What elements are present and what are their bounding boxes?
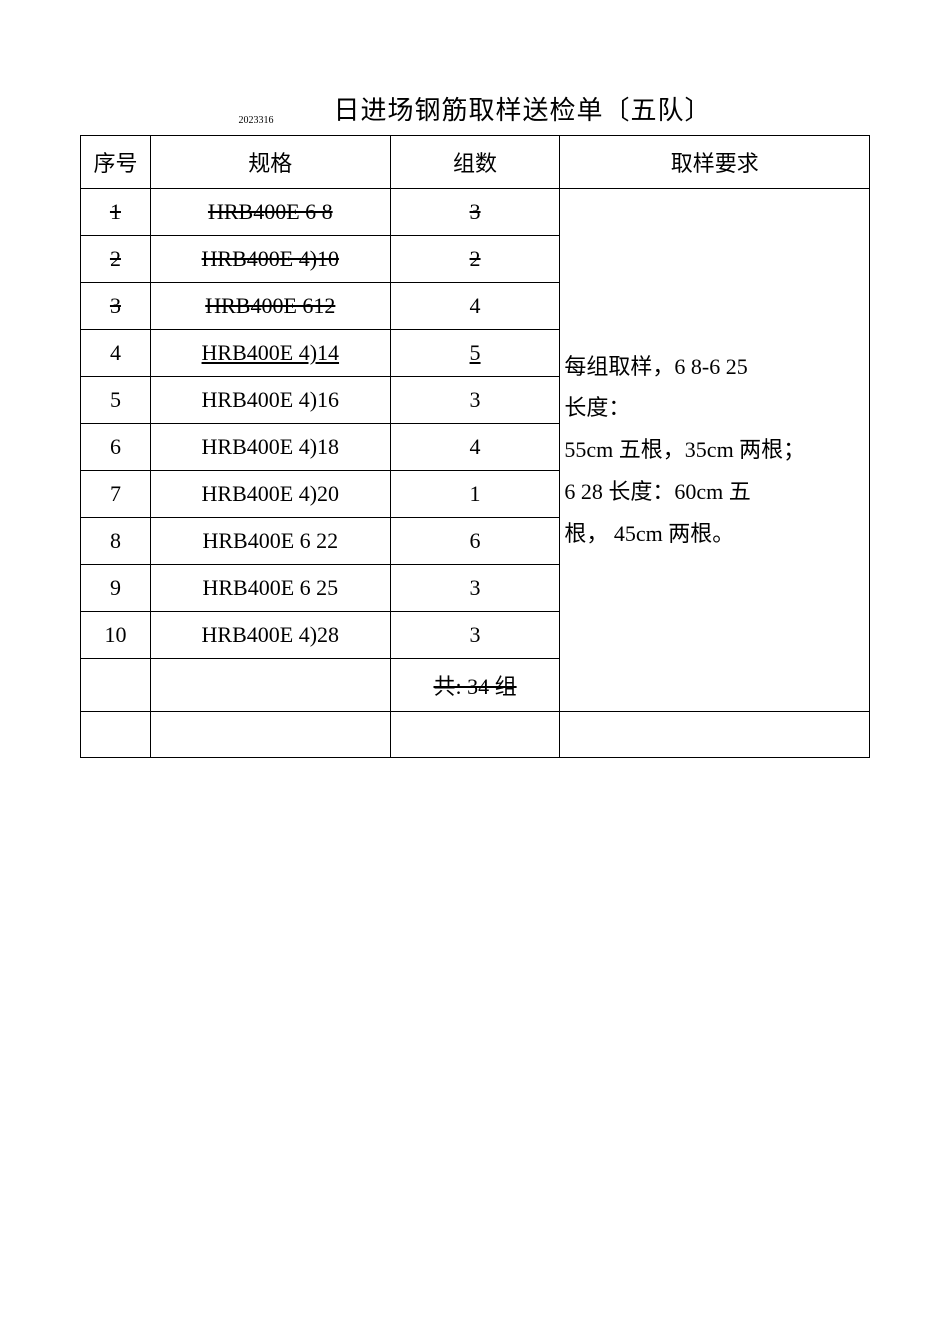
date-label: 2023316 <box>238 115 273 126</box>
cell-seq: 2 <box>81 236 151 283</box>
req-line: 根， 45cm 两根。 <box>564 521 734 546</box>
cell-seq: 6 <box>81 424 151 471</box>
cell-seq: 7 <box>81 471 151 518</box>
cell-seq: 5 <box>81 377 151 424</box>
cell-count: 3 <box>390 612 560 659</box>
header-seq: 序号 <box>81 136 151 189</box>
cell-spec: HRB400E 6 22 <box>150 518 390 565</box>
table-row: 1 HRB400E 6 8 3 每组取样，6 8-6 25 长度： 55cm 五… <box>81 189 870 236</box>
req-line: 6 28 长度：60cm 五 <box>564 479 750 504</box>
cell-seq: 10 <box>81 612 151 659</box>
cell-count: 5 <box>390 330 560 377</box>
cell-spec: HRB400E 4)28 <box>150 612 390 659</box>
cell-count: 3 <box>390 189 560 236</box>
rebar-table: 序号 规格 组数 取样要求 1 HRB400E 6 8 3 每组取样，6 8-6… <box>80 135 870 758</box>
title-text: 日进场钢筋取样送检单〔五队〕 <box>333 90 711 127</box>
cell-spec: HRB400E 4)14 <box>150 330 390 377</box>
cell-count: 4 <box>390 283 560 330</box>
table-header-row: 序号 规格 组数 取样要求 <box>81 136 870 189</box>
empty-cell <box>150 712 390 758</box>
cell-seq: 9 <box>81 565 151 612</box>
cell-spec: HRB400E 6 25 <box>150 565 390 612</box>
empty-cell <box>560 712 870 758</box>
req-line: 每组取样，6 8-6 25 <box>564 354 747 379</box>
empty-cell <box>81 712 151 758</box>
cell-spec-empty <box>150 659 390 712</box>
header-req: 取样要求 <box>560 136 870 189</box>
cell-spec: HRB400E 6 8 <box>150 189 390 236</box>
req-line: 55cm 五根，35cm 两根； <box>564 437 805 462</box>
cell-spec: HRB400E 4)18 <box>150 424 390 471</box>
cell-count: 2 <box>390 236 560 283</box>
requirement-cell: 每组取样，6 8-6 25 长度： 55cm 五根，35cm 两根； 6 28 … <box>560 189 870 712</box>
cell-seq: 3 <box>81 283 151 330</box>
empty-cell <box>390 712 560 758</box>
cell-count: 3 <box>390 377 560 424</box>
cell-spec: HRB400E 612 <box>150 283 390 330</box>
cell-seq-empty <box>81 659 151 712</box>
cell-count: 1 <box>390 471 560 518</box>
cell-spec: HRB400E 4)16 <box>150 377 390 424</box>
header-count: 组数 <box>390 136 560 189</box>
cell-spec: HRB400E 4)10 <box>150 236 390 283</box>
req-line: 长度： <box>564 395 630 420</box>
document-title: 2023316 日进场钢筋取样送检单〔五队〕 <box>80 90 870 127</box>
cell-count: 4 <box>390 424 560 471</box>
empty-row <box>81 712 870 758</box>
cell-count: 6 <box>390 518 560 565</box>
cell-total: 共: 34 组 <box>390 659 560 712</box>
cell-count: 3 <box>390 565 560 612</box>
cell-spec: HRB400E 4)20 <box>150 471 390 518</box>
cell-seq: 8 <box>81 518 151 565</box>
header-spec: 规格 <box>150 136 390 189</box>
cell-seq: 4 <box>81 330 151 377</box>
cell-seq: 1 <box>81 189 151 236</box>
